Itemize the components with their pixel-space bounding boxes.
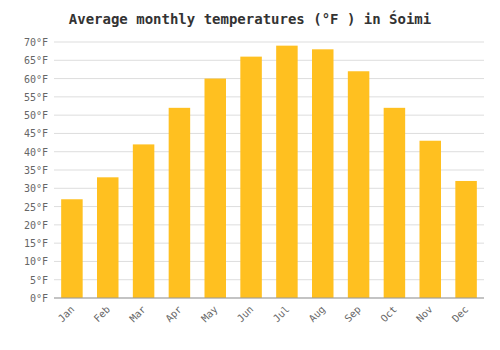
x-tick-label: Apr xyxy=(163,304,184,325)
grid-line xyxy=(54,96,484,97)
x-tick-label: Mar xyxy=(127,304,148,325)
x-tick-label: Sep xyxy=(342,304,363,325)
chart-title: Average monthly temperatures (°F ) in Śo… xyxy=(69,10,431,27)
y-tick-label: 40°F xyxy=(24,147,48,158)
x-tick-label: Dec xyxy=(450,304,471,325)
bar xyxy=(133,144,155,298)
bar xyxy=(240,57,261,298)
y-tick-label: 70°F xyxy=(24,37,48,48)
x-tick-label: Oct xyxy=(378,304,399,325)
grid-line xyxy=(54,298,484,299)
chart-svg: Average monthly temperatures (°F ) in Śo… xyxy=(0,0,500,350)
bar xyxy=(276,46,298,298)
y-tick-label: 30°F xyxy=(24,183,48,194)
bar xyxy=(205,79,227,298)
x-tick-label: Aug xyxy=(307,304,328,325)
x-tick-label: Nov xyxy=(414,304,435,325)
grid-line xyxy=(54,133,484,134)
y-tick-label: 50°F xyxy=(24,110,48,121)
bar xyxy=(384,108,406,298)
chart-container: Average monthly temperatures (°F ) in Śo… xyxy=(0,0,500,350)
y-tick-label: 25°F xyxy=(24,202,48,213)
x-axis: Jan Feb Mar Apr May Jun Jul Aug Sep Oct Nov Dec xyxy=(56,304,471,325)
grid-line xyxy=(54,42,484,43)
y-tick-label: 65°F xyxy=(24,55,48,66)
y-tick-label: 10°F xyxy=(24,256,48,267)
y-tick-label: 20°F xyxy=(24,220,48,231)
bars xyxy=(61,46,477,298)
bar xyxy=(312,49,334,298)
y-tick-label: 60°F xyxy=(24,74,48,85)
bar xyxy=(169,108,191,298)
x-axis-line xyxy=(54,298,484,299)
x-tick-label: Feb xyxy=(92,304,113,325)
y-tick-label: 35°F xyxy=(24,165,48,176)
x-tick-label: Jan xyxy=(56,304,77,325)
bar xyxy=(97,177,119,298)
bar xyxy=(455,181,477,298)
y-grid xyxy=(54,42,484,298)
x-tick-label: May xyxy=(199,304,220,325)
x-tick-label: Jul xyxy=(271,304,292,325)
grid-line xyxy=(54,115,484,116)
grid-line xyxy=(54,78,484,79)
grid-line xyxy=(54,60,484,61)
bar xyxy=(61,199,83,298)
y-tick-label: 15°F xyxy=(24,238,48,249)
y-tick-label: 45°F xyxy=(24,128,48,139)
y-tick-label: 5°F xyxy=(30,275,48,286)
bar xyxy=(420,141,442,298)
bar xyxy=(348,71,370,298)
page: Chart html, body { margin: 0; padding: 0… xyxy=(0,0,500,350)
y-tick-label: 55°F xyxy=(24,92,48,103)
y-axis: 0°F 5°F 10°F 15°F 20°F 25°F 30°F 35°F 40°F 45°F 50… xyxy=(24,37,48,304)
y-tick-label: 0°F xyxy=(30,293,48,304)
page-body: {"chart_data": {"type": "bar", "title": … xyxy=(0,0,500,350)
x-tick-label: Jun xyxy=(235,304,256,325)
